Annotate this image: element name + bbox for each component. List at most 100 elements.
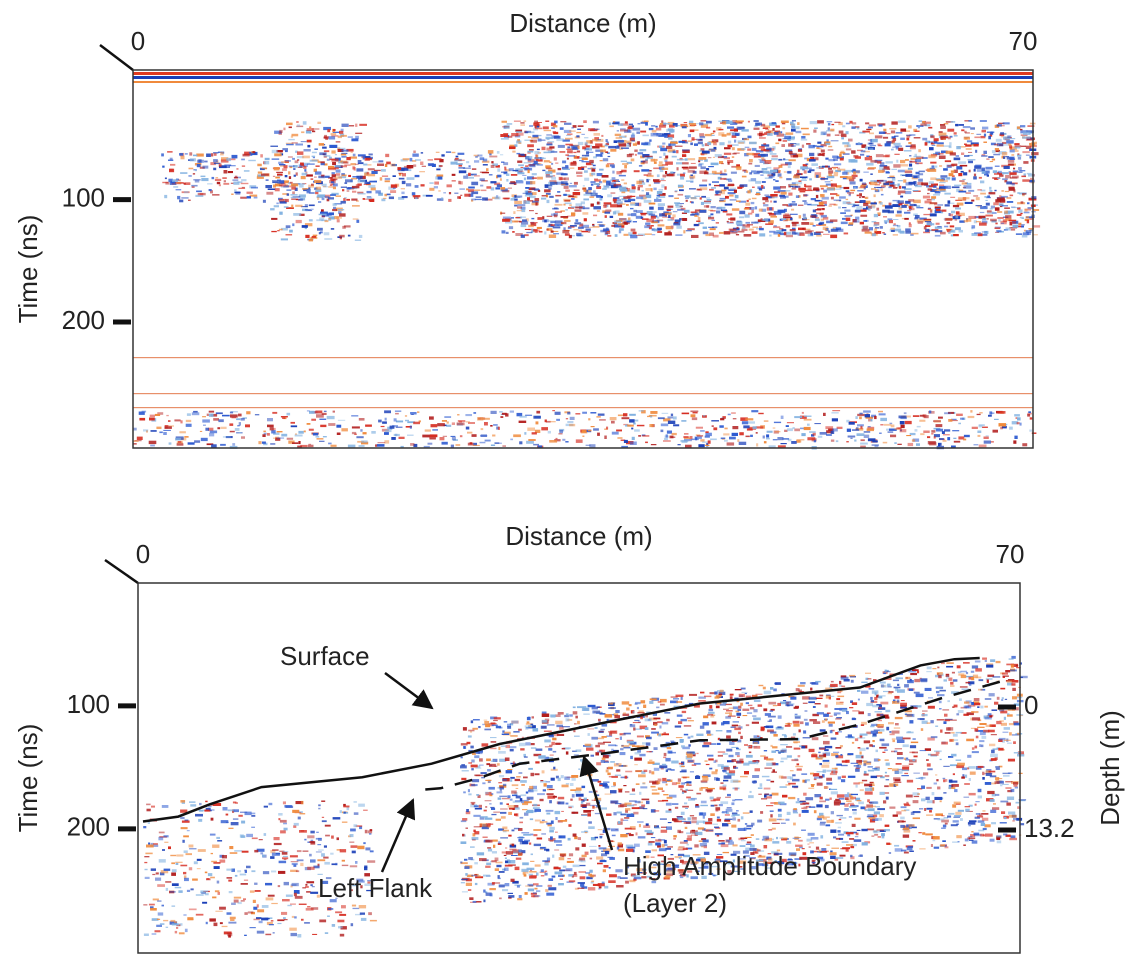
radar-speckle xyxy=(756,228,759,230)
radar-speckle xyxy=(995,228,1001,229)
radar-speckle xyxy=(604,865,609,868)
radar-speckle xyxy=(426,195,433,197)
radar-speckle xyxy=(289,176,291,179)
radar-speckle xyxy=(636,197,643,200)
radar-speckle xyxy=(203,166,209,169)
radar-speckle xyxy=(599,169,604,171)
radar-speckle xyxy=(968,152,972,153)
radar-speckle xyxy=(956,742,959,745)
radar-speckle xyxy=(1015,147,1021,149)
radar-speckle xyxy=(666,784,668,786)
radar-speckle xyxy=(611,192,616,193)
radar-speckle xyxy=(538,190,540,192)
radar-speckle xyxy=(769,231,776,233)
radar-speckle xyxy=(853,171,856,174)
radar-speckle xyxy=(430,434,438,437)
radar-speckle xyxy=(1027,220,1029,223)
radar-speckle xyxy=(900,160,905,163)
radar-speckle xyxy=(167,151,173,153)
radar-speckle xyxy=(642,190,644,192)
radar-speckle xyxy=(939,182,946,183)
radar-speckle xyxy=(965,132,970,134)
radar-speckle xyxy=(861,691,868,694)
radar-speckle xyxy=(627,127,632,130)
radar-speckle xyxy=(351,178,357,179)
radar-speckle xyxy=(574,723,577,724)
radar-speckle xyxy=(282,148,288,150)
radar-speckle xyxy=(271,218,277,220)
radar-speckle xyxy=(502,446,506,447)
radar-speckle xyxy=(580,224,583,226)
radar-speckle xyxy=(979,426,983,428)
radar-speckle xyxy=(654,182,660,183)
radar-speckle xyxy=(201,178,208,181)
radar-speckle xyxy=(358,160,362,162)
radar-speckle xyxy=(566,783,569,785)
radar-speckle xyxy=(673,223,680,226)
radar-speckle xyxy=(546,823,551,825)
radar-speckle xyxy=(577,175,583,177)
radar-speckle xyxy=(289,230,293,233)
radar-speckle xyxy=(990,161,993,162)
radar-speckle xyxy=(452,422,455,425)
radar-speckle xyxy=(790,770,794,771)
radar-speckle xyxy=(308,185,314,188)
radar-speckle xyxy=(207,183,212,184)
radar-speckle xyxy=(747,200,749,202)
radar-speckle xyxy=(990,219,997,222)
radar-speckle xyxy=(698,222,704,224)
radar-speckle xyxy=(916,443,920,446)
radar-speckle xyxy=(784,430,787,432)
radar-speckle xyxy=(871,776,878,778)
radar-speckle xyxy=(275,188,280,191)
radar-speckle xyxy=(712,771,718,774)
radar-speckle xyxy=(767,431,773,433)
radar-speckle xyxy=(654,199,661,202)
radar-speckle xyxy=(255,414,259,415)
radar-speckle xyxy=(894,223,896,225)
radar-speckle xyxy=(698,217,701,221)
radar-speckle xyxy=(651,837,655,838)
radar-speckle xyxy=(923,431,929,434)
radar-speckle xyxy=(860,215,867,217)
radar-speckle xyxy=(842,142,849,144)
radar-speckle xyxy=(591,204,594,207)
radar-speckle xyxy=(896,214,902,216)
radar-speckle xyxy=(438,190,440,191)
radar-speckle xyxy=(522,809,527,810)
radar-speckle xyxy=(675,726,681,728)
radar-speckle xyxy=(786,235,793,237)
radar-speckle xyxy=(765,223,773,225)
radar-speckle xyxy=(543,789,546,791)
radar-speckle xyxy=(831,738,837,740)
radar-speckle xyxy=(885,205,893,208)
radar-speckle xyxy=(752,187,755,188)
radar-speckle xyxy=(601,135,603,137)
radar-speckle xyxy=(735,195,739,198)
radar-speckle xyxy=(788,204,791,207)
radar-speckle xyxy=(204,161,208,163)
radar-speckle xyxy=(541,875,545,876)
radar-speckle xyxy=(1005,670,1010,672)
radar-speckle xyxy=(630,442,637,446)
radar-speckle xyxy=(892,140,896,142)
radar-speckle xyxy=(341,154,346,156)
radar-speckle xyxy=(778,173,782,176)
radar-speckle xyxy=(846,148,851,150)
radar-speckle xyxy=(705,431,708,433)
radar-speckle xyxy=(657,195,660,197)
radar-speckle xyxy=(956,146,961,149)
radar-speckle xyxy=(1008,164,1014,166)
radar-speckle xyxy=(804,170,807,173)
radar-speckle xyxy=(666,434,668,437)
radar-speckle xyxy=(296,220,302,223)
radar-speckle xyxy=(599,224,604,227)
radar-speckle xyxy=(1005,175,1011,178)
radar-speckle xyxy=(839,196,846,198)
radar-speckle xyxy=(809,719,817,721)
radar-speckle xyxy=(509,168,514,171)
radar-speckle xyxy=(1000,427,1003,429)
radar-speckle xyxy=(335,165,341,167)
radar-speckle xyxy=(871,188,876,190)
radar-speckle xyxy=(848,139,853,142)
